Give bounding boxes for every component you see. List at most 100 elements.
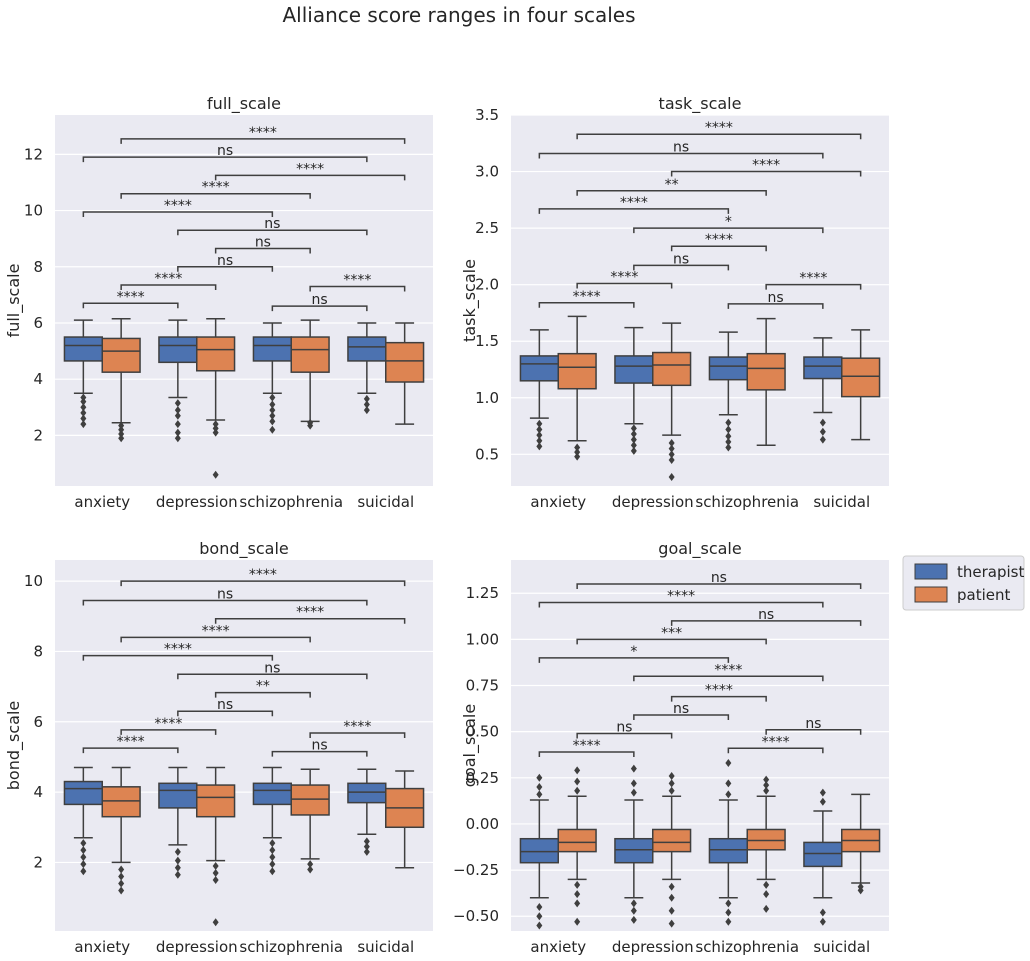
y-tick-label: 3.5	[475, 106, 499, 124]
box-patient	[101, 786, 141, 818]
y-axis-label: bond_scale	[4, 701, 24, 790]
outlier-point	[819, 418, 826, 427]
outlier-point	[668, 919, 675, 928]
significance-label: ns	[217, 586, 233, 602]
significance-label: ****	[762, 734, 790, 750]
x-tick-label: suicidal	[357, 493, 414, 511]
x-tick-label: schizophrenia	[695, 938, 799, 956]
y-tick-label: 4	[33, 370, 43, 388]
outlier-point	[363, 400, 370, 409]
outlier-point	[574, 917, 581, 926]
significance-label: ****	[249, 125, 277, 141]
significance-bracket	[633, 264, 730, 271]
significance-label: *	[725, 214, 732, 230]
significance-bracket	[538, 601, 824, 608]
box-therapist	[158, 782, 198, 809]
outlier-point	[174, 434, 181, 443]
y-tick-label: −0.50	[453, 907, 499, 925]
x-tick-label: depression	[156, 493, 238, 511]
significance-bracket	[538, 208, 730, 214]
box-therapist	[614, 355, 654, 384]
outlier-point	[212, 861, 219, 870]
outlier-point	[668, 771, 675, 780]
outlier-point	[118, 434, 125, 443]
outlier-point	[118, 865, 125, 874]
box-patient	[652, 351, 692, 387]
outlier-point	[118, 879, 125, 888]
outlier-point	[174, 399, 181, 408]
y-axis-label: task_scale	[460, 259, 480, 342]
outlier-point	[574, 448, 581, 457]
significance-label: ****	[202, 623, 230, 639]
outlier-point	[574, 766, 581, 775]
box-therapist	[347, 782, 387, 804]
x-tick-label: anxiety	[530, 938, 586, 956]
significance-bracket	[214, 247, 311, 254]
plot-area	[55, 115, 433, 486]
y-tick-label: 0.5	[475, 445, 499, 463]
outlier-point	[80, 839, 87, 848]
box-patient	[290, 336, 330, 373]
outlier-point	[819, 908, 826, 917]
outlier-point	[307, 860, 314, 869]
outlier-point	[363, 394, 370, 403]
outlier-point	[536, 790, 543, 799]
y-tick-label: 1.25	[466, 584, 499, 602]
significance-label: *	[630, 644, 637, 660]
x-tick-label: schizophrenia	[239, 493, 343, 511]
box-therapist	[347, 336, 387, 362]
significance-label: ****	[705, 232, 733, 248]
significance-bracket	[576, 638, 767, 645]
panel-task_scale: 0.5 1.0 1.5 2.0 2.5 3.0 3.5 anxiety depression sc…	[460, 94, 889, 511]
significance-bracket	[214, 691, 311, 698]
significance-label: ns	[673, 251, 689, 267]
outlier-point	[574, 452, 581, 461]
outlier-point	[536, 912, 543, 921]
box-therapist	[519, 837, 560, 864]
outlier-point	[725, 779, 732, 788]
box-patient	[746, 828, 786, 851]
panel-goal_scale: −0.50 −0.25 0.00 0.25 0.50 0.75 1.00 1.25 anxiet…	[453, 539, 889, 956]
outlier-point	[819, 435, 826, 444]
box-therapist	[708, 837, 749, 864]
outlier-point	[363, 837, 370, 846]
y-tick-label: 2	[33, 426, 43, 444]
x-tick-label: schizophrenia	[239, 938, 343, 956]
significance-bracket	[120, 636, 311, 643]
outlier-point	[269, 411, 276, 420]
significance-label: ****	[752, 158, 780, 174]
outlier-point	[725, 899, 732, 908]
significance-bracket	[120, 192, 311, 199]
significance-bracket	[271, 305, 368, 312]
panel-title: task_scale	[659, 94, 742, 114]
significance-bracket	[670, 170, 862, 177]
outlier-point	[668, 450, 675, 459]
y-tick-label: 1.0	[475, 389, 499, 407]
panel-title: goal_scale	[658, 539, 741, 559]
outlier-point	[118, 425, 125, 434]
significance-bracket	[576, 282, 673, 289]
outlier-point	[80, 408, 87, 417]
outlier-point	[574, 786, 581, 795]
significance-bracket	[120, 580, 406, 587]
outlier-point	[630, 424, 637, 433]
significance-bracket	[120, 138, 406, 144]
x-tick-label: suicidal	[813, 493, 870, 511]
outlier-point	[668, 455, 675, 464]
x-tick-label: depression	[612, 938, 694, 956]
y-tick-label: 8	[33, 258, 43, 276]
legend-swatch-patient	[914, 586, 948, 603]
outlier-point	[857, 882, 864, 891]
significance-label: ns	[673, 139, 689, 155]
outlier-point	[763, 890, 770, 899]
y-tick-label: 2	[33, 853, 43, 871]
outlier-point	[630, 899, 637, 908]
significance-bracket	[765, 283, 862, 290]
outlier-point	[307, 865, 314, 874]
outlier-point	[269, 867, 276, 876]
box-patient	[746, 352, 786, 391]
outlier-point	[630, 915, 637, 924]
outlier-point	[269, 406, 276, 415]
significance-bracket	[82, 211, 274, 217]
outlier-point	[630, 764, 637, 773]
